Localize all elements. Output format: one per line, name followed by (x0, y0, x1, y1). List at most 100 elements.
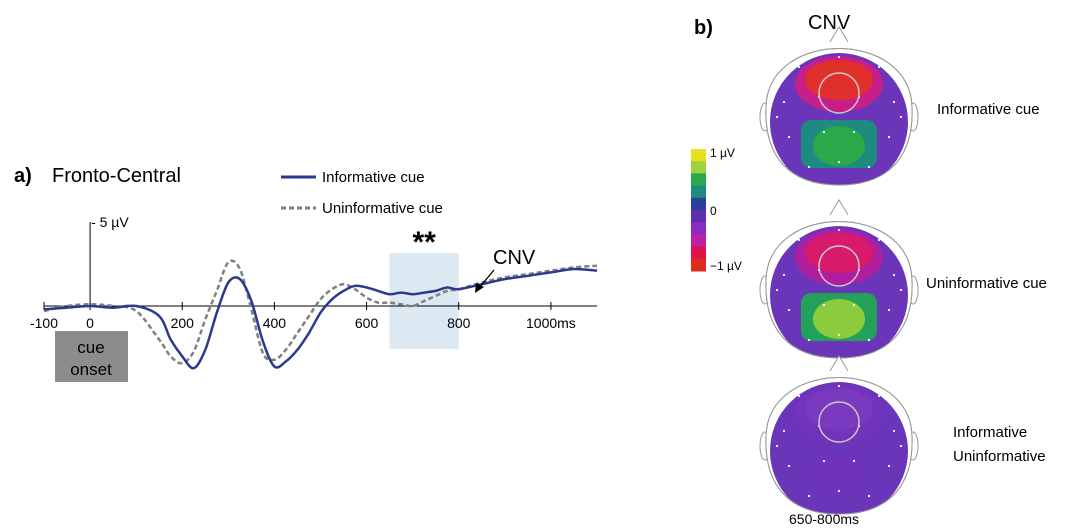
colorbar-segment (691, 246, 706, 260)
electrode-dot (887, 135, 891, 139)
electrode-dot (837, 333, 841, 337)
cnv-annotation-arrow (478, 269, 495, 289)
colorbar-segment (691, 258, 706, 272)
panel-b-label: b) (694, 17, 713, 39)
x-tick-label: 0 (86, 315, 94, 331)
electrode-dot (892, 429, 896, 433)
electrode-dot (782, 429, 786, 433)
electrode-dot (775, 115, 779, 119)
field-central-peak (813, 299, 865, 339)
panel-a-erp-chart: a) Fronto-Central Informative cue Uninfo… (14, 165, 598, 382)
electrode-dot (807, 165, 811, 169)
electrode-dot (797, 65, 801, 69)
electrode-dot (787, 308, 791, 312)
legend: Informative cue Uninformative cue (281, 169, 443, 217)
cnv-annotation-label: CNV (493, 247, 536, 269)
colorbar-segment (691, 210, 706, 223)
head-outline-stroke (765, 48, 913, 186)
electrode-dot (782, 100, 786, 104)
legend-label-uninformative: Uninformative cue (322, 200, 443, 217)
electrode-dot (852, 303, 856, 307)
field-central-peak (813, 455, 865, 495)
field-frontal-peak (805, 389, 873, 429)
colorbar (691, 149, 706, 272)
electrode-dot (899, 288, 903, 292)
colorbar-tick-top: 1 µV (710, 146, 735, 160)
electrode-dot (899, 444, 903, 448)
electrode-dot (892, 100, 896, 104)
series-uninformative-cue (43, 259, 598, 365)
roi-circle (818, 401, 860, 443)
scalp-field (770, 226, 908, 358)
topo-map-2: Uninformative cue (759, 199, 1047, 359)
x-tick-label: -100 (30, 315, 58, 331)
x-tick-label: 600 (355, 315, 379, 331)
colorbar-segment (691, 185, 706, 199)
electrode-dot (867, 494, 871, 498)
scalp-field (770, 53, 908, 185)
electrode-dot (797, 238, 801, 242)
field-central-peak (813, 126, 865, 166)
topo-map-label: Uninformative cue (926, 275, 1047, 292)
electrode-dot (887, 308, 891, 312)
series-informative-cue (43, 267, 598, 370)
electrode-dot (797, 394, 801, 398)
colorbar-segment (691, 161, 706, 174)
electrode-dot (837, 55, 841, 59)
panel-a-label: a) (14, 165, 32, 187)
topo-map-3: Informative Uninformative (759, 355, 1046, 515)
electrode-dot (867, 338, 871, 342)
roi-circle (818, 72, 860, 114)
x-tick-label: 800 (447, 315, 471, 331)
cue-onset-label-line2: onset (70, 360, 112, 379)
electrode-dot (852, 130, 856, 134)
colorbar-segment (691, 234, 706, 248)
head-outline-stroke (765, 377, 913, 515)
topo-maps: Informative cue Uninformative cue Informat… (759, 26, 1047, 515)
head-nose (829, 355, 849, 372)
colorbar-segment (691, 173, 706, 187)
time-window-label: 650-800ms (789, 511, 859, 527)
x-tick-label: 400 (263, 315, 287, 331)
electrode-dot (787, 135, 791, 139)
electrode-dot (877, 238, 881, 242)
electrode-dot (899, 115, 903, 119)
electrode-dot (775, 288, 779, 292)
panel-b-title: CNV (808, 12, 851, 34)
field-frontal-peak (805, 60, 873, 100)
colorbar-tick-bottom: −1 µV (710, 259, 742, 273)
electrode-dot (822, 303, 826, 307)
x-axis-ticks: -100 0 200 400 600 800 1000ms (30, 302, 576, 331)
colorbar-segment (691, 197, 706, 211)
x-tick-label: 1000ms (526, 315, 576, 331)
head-nose (829, 199, 849, 216)
panel-a-title: Fronto-Central (52, 165, 181, 187)
cue-onset-label-line1: cue (77, 338, 104, 357)
electrode-dot (807, 494, 811, 498)
panel-b-topography: b) CNV 1 µV 0 −1 µV Informative cue Uninf… (691, 12, 1047, 527)
colorbar-segment (691, 222, 706, 235)
electrode-dot (887, 464, 891, 468)
electrode-dot (852, 459, 856, 463)
electrode-dot (867, 165, 871, 169)
cue-onset-box (55, 331, 128, 382)
x-tick-label: 200 (171, 315, 195, 331)
y-scale-label: - 5 µV (91, 214, 129, 230)
electrode-dot (787, 464, 791, 468)
electrode-dot (877, 65, 881, 69)
colorbar-tick-mid: 0 (710, 204, 717, 218)
electrode-dot (807, 338, 811, 342)
topo-map-1: Informative cue (759, 26, 1040, 186)
electrode-dot (892, 273, 896, 277)
roi-circle (818, 245, 860, 287)
electrode-dot (837, 384, 841, 388)
electrode-dot (837, 489, 841, 493)
topo-map-label: Informative cue (937, 101, 1040, 118)
electrode-dot (782, 273, 786, 277)
field-frontal-peak (805, 233, 873, 273)
topo-map-label: Informative (953, 424, 1027, 441)
topo-map-label: Uninformative (953, 448, 1046, 465)
electrode-dot (837, 228, 841, 232)
colorbar-segment (691, 149, 706, 162)
